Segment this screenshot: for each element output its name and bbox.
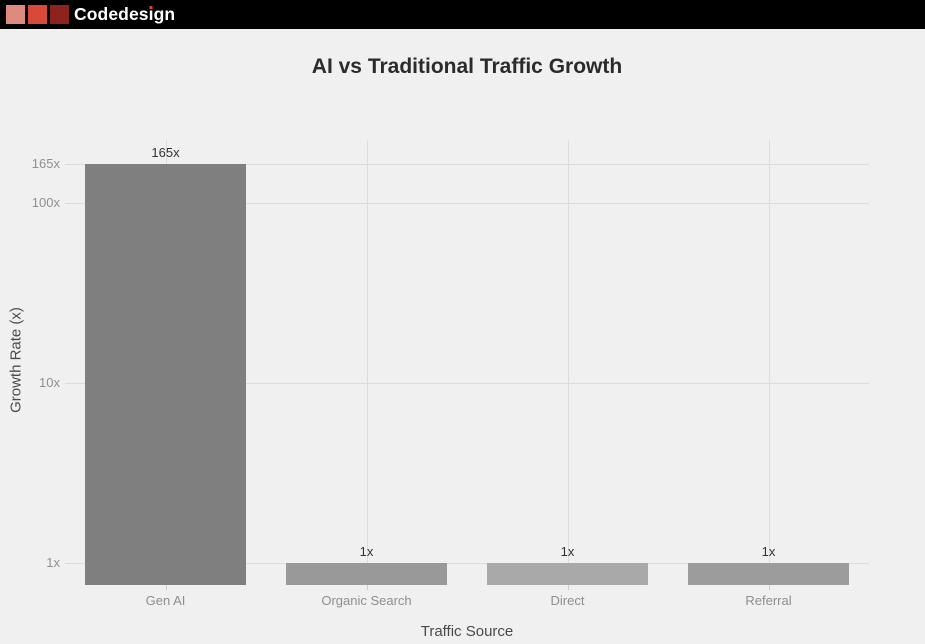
brand-name-i: ı xyxy=(148,4,154,24)
bar-direct[interactable] xyxy=(487,563,648,585)
bar-value-label-gen-ai: 165x xyxy=(151,144,180,160)
x-tick-label-direct: Direct xyxy=(550,593,585,608)
bar-value-label-referral: 1x xyxy=(761,544,776,559)
gridline-vertical xyxy=(567,140,569,585)
bar-gen-ai[interactable] xyxy=(85,163,246,585)
y-tick-label-165x: 165x xyxy=(31,155,60,171)
x-tick-label-gen-ai: Gen AI xyxy=(145,593,186,608)
logo-square-mid-icon xyxy=(28,5,47,24)
brand-name-post: gn xyxy=(153,4,176,24)
gridline-vertical xyxy=(768,140,770,585)
x-tick-label-referral: Referral xyxy=(745,593,792,608)
brand-name: Codedesıgn xyxy=(74,4,175,25)
bar-value-label-organic-search: 1x xyxy=(359,544,374,559)
x-axis-title: Traffic Source xyxy=(420,623,514,640)
chart-title: AI vs Traditional Traffic Growth xyxy=(311,55,623,78)
brand-logo[interactable]: Codedesıgn xyxy=(6,0,175,29)
x-axis-tick-icon xyxy=(567,585,569,590)
gridline-horizontal xyxy=(65,163,869,165)
x-axis-tick-icon xyxy=(366,585,368,590)
gridline-vertical xyxy=(366,140,368,585)
x-tick-label-organic-search: Organic Search xyxy=(321,593,412,608)
gridline-horizontal xyxy=(65,563,869,564)
bar-value-label-direct: 1x xyxy=(560,544,575,559)
brand-name-pre: Codedes xyxy=(74,4,149,24)
y-tick-label-1x: 1x xyxy=(46,555,60,570)
y-axis-title: Growth Rate (x) xyxy=(7,307,25,413)
y-tick-label-100x: 100x xyxy=(31,195,60,210)
header-bar: Codedesıgn xyxy=(0,0,925,29)
logo-square-light-icon xyxy=(6,5,25,24)
gridline-horizontal xyxy=(65,383,869,384)
logo-square-dark-icon xyxy=(50,5,69,24)
bar-organic-search[interactable] xyxy=(286,563,447,585)
gridline-horizontal xyxy=(65,203,869,204)
bar-referral[interactable] xyxy=(688,563,849,585)
y-tick-label-10x: 10x xyxy=(39,375,60,390)
x-axis-tick-icon xyxy=(768,585,770,590)
x-axis-tick-icon xyxy=(165,585,167,590)
logo-squares-icon xyxy=(6,5,69,24)
